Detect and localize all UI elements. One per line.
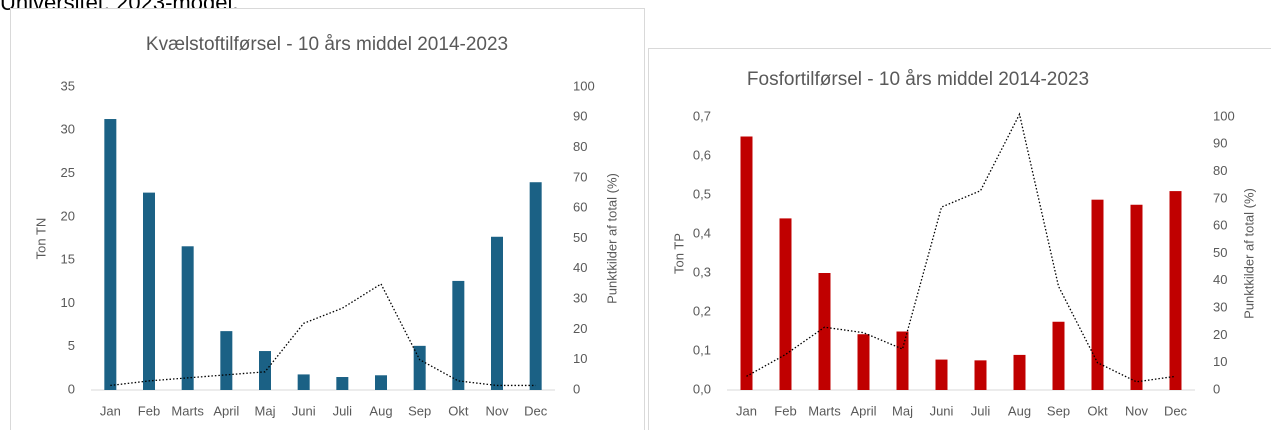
bar (1013, 354, 1026, 390)
bar (1130, 204, 1143, 390)
bar (935, 359, 948, 390)
y2-tick-label: 0 (1213, 381, 1220, 396)
bar (181, 246, 194, 390)
y2-tick-label: 50 (573, 230, 587, 245)
y2-tick-label: 90 (1213, 136, 1227, 151)
x-tick-label: Nov (1125, 403, 1149, 418)
line (746, 112, 1176, 383)
y-tick-label: 5 (68, 338, 75, 353)
y2-tick-label: 100 (573, 78, 595, 93)
x-tick-label: Juli (333, 403, 353, 418)
x-tick-label: Aug (369, 403, 392, 418)
y2-tick-label: 70 (573, 169, 587, 184)
bar (896, 331, 909, 390)
bar (1091, 199, 1104, 390)
x-tick-label: Feb (138, 403, 160, 418)
y-tick-label: 0,1 (693, 342, 711, 357)
y2-axis-label: Punktkilder af total (%) (1241, 188, 1256, 319)
y-tick-label: 0,2 (693, 303, 711, 318)
bar (220, 331, 233, 390)
x-tick-label: April (213, 403, 239, 418)
y-tick-label: 0 (68, 381, 75, 396)
bar (104, 119, 117, 390)
x-tick-label: Aug (1008, 403, 1031, 418)
x-tick-label: Juni (292, 403, 316, 418)
y2-tick-label: 0 (573, 381, 580, 396)
x-tick-label: Jan (736, 403, 757, 418)
y-axis-label: Ton TN (33, 218, 48, 260)
y2-tick-label: 10 (1213, 354, 1227, 369)
bar (857, 334, 870, 390)
y-tick-label: 0,6 (693, 147, 711, 162)
x-tick-label: Juni (930, 403, 954, 418)
y-tick-label: 10 (61, 295, 75, 310)
bar (452, 280, 465, 390)
x-tick-label: Sep (1047, 403, 1070, 418)
chart-title: Fosfortilførsel - 10 års middel 2014-202… (747, 69, 1089, 90)
y2-tick-label: 60 (1213, 218, 1227, 233)
bar (413, 345, 426, 390)
x-tick-label: Nov (485, 403, 509, 418)
x-tick-label: Okt (1087, 403, 1108, 418)
bar (1052, 321, 1065, 390)
bar (818, 273, 831, 390)
x-tick-label: Dec (1164, 403, 1188, 418)
x-tick-label: Okt (448, 403, 469, 418)
x-tick-label: Maj (255, 403, 276, 418)
bar (491, 236, 503, 390)
x-tick-label: Marts (171, 403, 204, 418)
y-tick-label: 30 (61, 122, 75, 137)
y2-tick-label: 20 (1213, 327, 1227, 342)
y-axis-label: Ton TP (671, 233, 686, 274)
y2-axis-label: Punktkilder af total (%) (604, 173, 619, 304)
bar (1169, 191, 1182, 390)
x-tick-label: Sep (408, 403, 431, 418)
x-tick-label: Feb (774, 403, 796, 418)
y2-tick-label: 80 (1213, 163, 1227, 178)
y2-tick-label: 80 (573, 139, 587, 154)
y-tick-label: 0,5 (693, 186, 711, 201)
y2-tick-label: 30 (1213, 300, 1227, 315)
bar (375, 375, 387, 390)
bar (297, 374, 310, 390)
y-tick-label: 20 (61, 208, 75, 223)
line (110, 283, 536, 387)
y2-tick-label: 50 (1213, 245, 1227, 260)
y2-tick-label: 30 (573, 291, 587, 306)
x-tick-label: Juli (971, 403, 991, 418)
y-tick-label: 0,7 (693, 108, 711, 123)
x-tick-label: Dec (524, 403, 548, 418)
x-tick-label: April (850, 403, 876, 418)
bar (143, 192, 155, 390)
x-tick-label: Jan (100, 403, 121, 418)
bar (529, 182, 542, 390)
x-tick-label: Marts (808, 403, 841, 418)
x-tick-label: Maj (892, 403, 913, 418)
bar (740, 136, 753, 390)
y2-tick-label: 40 (1213, 272, 1227, 287)
y-tick-label: 0,4 (693, 225, 711, 240)
y2-tick-label: 70 (1213, 190, 1227, 205)
bar (779, 218, 792, 390)
chart-title: Kvælstoftilførsel - 10 års middel 2014-2… (146, 34, 508, 55)
y-tick-label: 15 (61, 252, 75, 267)
y2-tick-label: 90 (573, 109, 587, 124)
y2-tick-label: 40 (573, 260, 587, 275)
y-tick-label: 0,0 (693, 381, 711, 396)
y2-tick-label: 20 (573, 321, 587, 336)
y2-tick-label: 60 (573, 200, 587, 215)
y-tick-label: 0,3 (693, 264, 711, 279)
y2-tick-label: 100 (1213, 108, 1235, 123)
bar (259, 351, 271, 390)
bar (974, 360, 987, 390)
y2-tick-label: 10 (573, 351, 587, 366)
y-tick-label: 35 (61, 78, 75, 93)
y-tick-label: 25 (61, 165, 75, 180)
bar (336, 377, 349, 390)
